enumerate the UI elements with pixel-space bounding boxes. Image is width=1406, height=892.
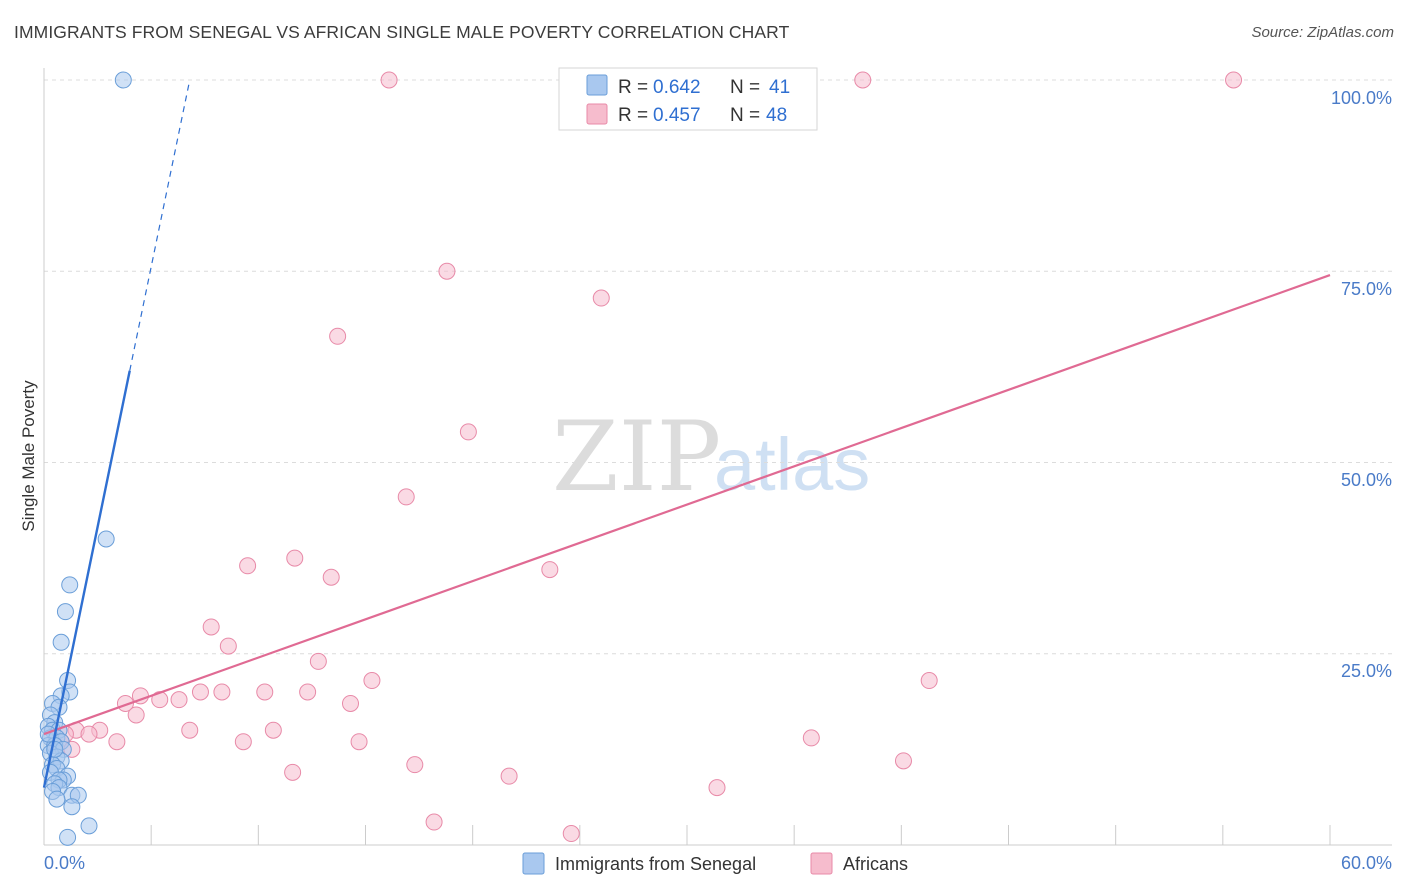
senegal-point-36 bbox=[63, 798, 81, 816]
africans-point-35 bbox=[108, 733, 126, 751]
africans-point-9 bbox=[239, 557, 257, 575]
chart-title: IMMIGRANTS FROM SENEGAL VS AFRICAN SINGL… bbox=[14, 22, 790, 42]
y-tick-label-100: 100.0% bbox=[1331, 88, 1392, 108]
stats-legend: R = 0.642 N = 41 R = 0.457 N = 48 bbox=[558, 67, 818, 131]
africans-point-43 bbox=[708, 779, 726, 797]
senegal-point-40 bbox=[46, 740, 64, 758]
watermark-atlas: atlas bbox=[714, 423, 870, 506]
africans-point-45 bbox=[562, 825, 580, 843]
africans-point-7 bbox=[459, 423, 477, 441]
legend-n-label-africans: N = bbox=[730, 105, 760, 126]
senegal-point-38 bbox=[59, 828, 77, 846]
bottom-legend-label-africans: Africans bbox=[843, 854, 908, 874]
africans-point-11 bbox=[322, 568, 340, 586]
africans-point-33 bbox=[80, 725, 98, 743]
legend-swatch-senegal bbox=[586, 74, 608, 96]
senegal-point-37 bbox=[80, 817, 98, 835]
africans-point-24 bbox=[299, 683, 317, 701]
legend-n-value-senegal: 41 bbox=[769, 77, 790, 98]
bottom-legend-swatch-africans bbox=[810, 852, 833, 875]
africans-point-17 bbox=[920, 672, 938, 690]
africans-point-13 bbox=[202, 618, 220, 636]
africans-point-16 bbox=[363, 672, 381, 690]
watermark-zip: ZIP bbox=[552, 401, 721, 513]
africans-point-21 bbox=[191, 683, 209, 701]
africans-point-44 bbox=[425, 813, 443, 831]
bottom-legend-label-senegal: Immigrants from Senegal bbox=[555, 854, 756, 874]
africans-point-36 bbox=[234, 733, 252, 751]
legend-r-value-senegal: 0.642 bbox=[653, 77, 701, 98]
africans-point-8 bbox=[397, 488, 415, 506]
senegal-trend-line bbox=[42, 370, 131, 788]
bottom-legend-swatch-senegal bbox=[522, 852, 545, 875]
y-tick-label-75: 75.0% bbox=[1341, 279, 1392, 299]
x-axis-ticks bbox=[150, 825, 1331, 845]
africans-point-12 bbox=[541, 561, 559, 579]
africans-point-0 bbox=[380, 71, 398, 89]
x-tick-label-min: 0.0% bbox=[44, 853, 85, 873]
series-senegal-points bbox=[39, 71, 132, 846]
source-credit: Source: ZipAtlas.com bbox=[1251, 24, 1394, 41]
africans-point-42 bbox=[500, 767, 518, 785]
africans-point-31 bbox=[264, 721, 282, 739]
africans-point-20 bbox=[170, 691, 188, 709]
africans-point-40 bbox=[894, 752, 912, 770]
africans-point-30 bbox=[181, 721, 199, 739]
senegal-point-2 bbox=[61, 576, 79, 594]
x-tick-label-max: 60.0% bbox=[1341, 853, 1392, 873]
africans-point-41 bbox=[284, 763, 302, 781]
legend-r-label-africans: R = bbox=[618, 105, 648, 126]
senegal-point-3 bbox=[56, 603, 74, 621]
africans-point-25 bbox=[341, 694, 359, 712]
africans-trend-line bbox=[43, 274, 1331, 736]
senegal-point-1 bbox=[97, 530, 115, 548]
africans-point-22 bbox=[213, 683, 231, 701]
senegal-point-0 bbox=[114, 71, 132, 89]
legend-swatch-africans bbox=[586, 103, 608, 125]
senegal-point-35 bbox=[48, 790, 66, 808]
africans-point-15 bbox=[309, 652, 327, 670]
africans-point-27 bbox=[127, 706, 145, 724]
series-legend: Immigrants from Senegal Africans bbox=[522, 852, 908, 875]
africans-point-6 bbox=[329, 327, 347, 345]
senegal-point-4 bbox=[52, 633, 70, 651]
africans-point-10 bbox=[286, 549, 304, 567]
y-tick-label-50: 50.0% bbox=[1341, 470, 1392, 490]
africans-point-14 bbox=[219, 637, 237, 655]
legend-n-label-senegal: N = bbox=[730, 77, 760, 98]
senegal-trend-extension bbox=[129, 79, 191, 371]
trend-lines bbox=[42, 79, 1331, 788]
africans-point-2 bbox=[854, 71, 872, 89]
legend-r-label-senegal: R = bbox=[618, 77, 648, 98]
africans-point-37 bbox=[350, 733, 368, 751]
africans-point-38 bbox=[802, 729, 820, 747]
africans-point-4 bbox=[438, 262, 456, 280]
africans-point-23 bbox=[256, 683, 274, 701]
y-axis-title: Single Male Poverty bbox=[19, 380, 38, 532]
legend-n-value-africans: 48 bbox=[766, 105, 787, 126]
africans-point-39 bbox=[406, 756, 424, 774]
africans-point-5 bbox=[592, 289, 610, 307]
africans-point-3 bbox=[1225, 71, 1243, 89]
legend-r-value-africans: 0.457 bbox=[653, 105, 701, 126]
y-tick-label-25: 25.0% bbox=[1341, 661, 1392, 681]
